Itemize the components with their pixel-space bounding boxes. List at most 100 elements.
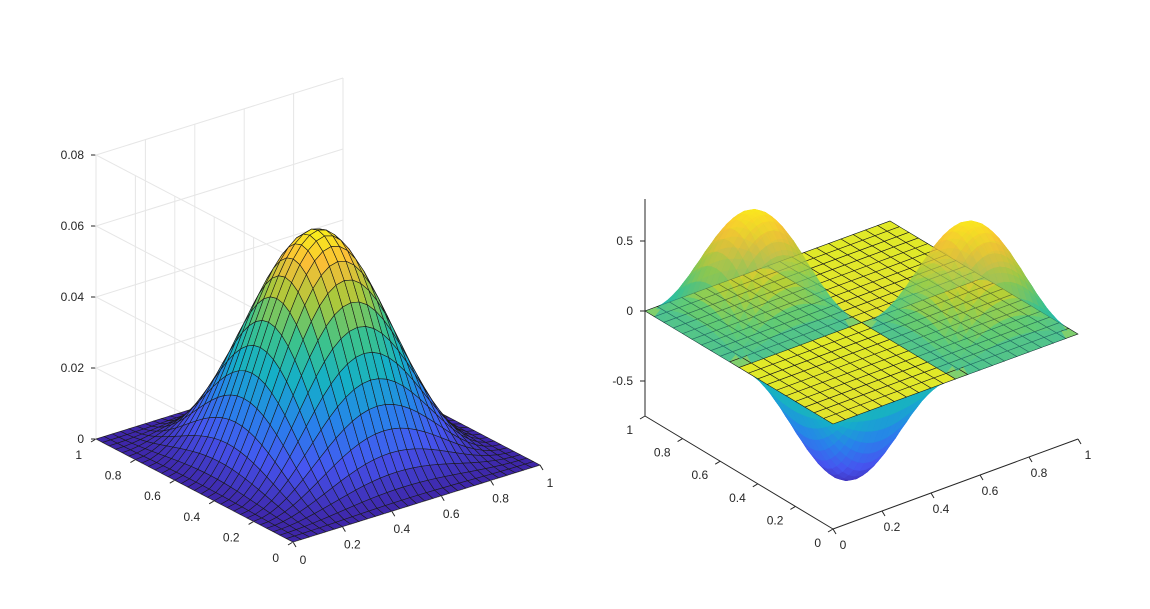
surface-patch: [881, 310, 893, 322]
surface-patch: [919, 317, 931, 339]
surface-patch: [818, 283, 830, 300]
surface-patch: [1008, 252, 1020, 269]
surface-patch: [741, 215, 752, 226]
surface-patch: [774, 222, 786, 236]
surface-patch: [743, 322, 755, 341]
surface-patch: [795, 323, 807, 345]
surface-patch: [967, 304, 979, 326]
surface-patch: [766, 317, 778, 338]
surface-patch: [700, 265, 712, 283]
surface-patch: [732, 321, 744, 340]
surface-patch: [974, 276, 986, 297]
surface-patch: [1042, 330, 1054, 346]
surface-patch: [663, 310, 675, 326]
x-tick-label: 0.6: [443, 507, 460, 521]
surface-patch: [802, 256, 814, 274]
z-tick-label: 0: [77, 432, 84, 446]
surface-patch: [925, 299, 937, 322]
surface-patch: [891, 308, 902, 324]
surface-patch: [712, 314, 724, 336]
surface-patch: [776, 220, 788, 233]
surface-patch: [805, 274, 817, 292]
surface-patch: [1040, 301, 1052, 316]
surface-patch: [1008, 298, 1020, 317]
surface-patch: [916, 294, 927, 314]
surface-patch: [738, 310, 750, 331]
surface-patch: [690, 281, 701, 299]
surface-patch: [813, 319, 825, 339]
surface-patch: [962, 291, 974, 313]
surface-patch: [780, 288, 791, 310]
surface-patch: [693, 256, 704, 273]
surface-patch: [943, 256, 955, 275]
z-tick-label: -0.5: [612, 374, 633, 388]
surface-patch: [900, 308, 912, 328]
y-axis-line: [644, 415, 834, 530]
surface-patch: [986, 227, 998, 239]
surface-patch: [757, 214, 769, 223]
surface-patch: [960, 243, 972, 261]
surface-patch: [929, 250, 941, 264]
surface-patch: [711, 251, 723, 269]
y-tick-mark: [827, 528, 834, 533]
surface-patch: [963, 223, 975, 231]
surface-patch: [923, 263, 935, 278]
surface-patch: [1002, 298, 1014, 319]
surface-patch: [933, 265, 944, 284]
surface-patch: [999, 266, 1011, 283]
surface-patch: [761, 231, 773, 247]
surface-patch: [1013, 261, 1024, 279]
surface-patch: [942, 274, 954, 296]
surface-patch: [892, 296, 904, 311]
surface-patch: [1033, 303, 1045, 319]
surface-patch: [685, 281, 697, 298]
surface-patch: [784, 306, 796, 329]
surface-patch: [761, 300, 773, 323]
surface-patch: [654, 309, 666, 320]
surface-patch: [996, 300, 1008, 322]
y-tick-label: 0.8: [654, 446, 671, 460]
y-tick-label: 0: [814, 536, 821, 550]
surface-patch: [716, 253, 728, 273]
y-tick-mark: [287, 541, 294, 546]
surface-patch: [716, 319, 728, 340]
surface-patch: [758, 264, 770, 286]
surface-patch: [747, 211, 758, 220]
surface-patch: [1017, 273, 1029, 291]
surface-patch: [741, 340, 753, 356]
surface-patch: [747, 333, 759, 351]
surface-patch: [718, 298, 730, 320]
surface-patch: [976, 333, 988, 354]
surface: [95, 228, 541, 543]
y-tick-label: 0.4: [729, 491, 746, 505]
surface-patch: [872, 313, 884, 321]
surface-patch: [756, 285, 768, 307]
x-tick-mark: [292, 541, 297, 548]
surface-patch: [813, 273, 825, 290]
surface-patch: [915, 257, 927, 273]
surface-patch: [795, 257, 806, 275]
surface-patch: [807, 320, 819, 341]
surface-patch: [772, 312, 784, 335]
surface-patch: [958, 351, 970, 367]
x-tick-mark: [341, 526, 346, 532]
surface-patch: [1024, 332, 1036, 352]
surface-patch: [970, 339, 982, 358]
surface-patch: [666, 291, 678, 303]
surface-patch: [1025, 315, 1037, 333]
surface-patch: [989, 242, 1001, 255]
surface-patch: [719, 228, 731, 240]
surface-patch: [981, 349, 993, 368]
surface-patch: [753, 251, 765, 272]
surface-patch: [976, 257, 988, 277]
surface-patch: [775, 271, 787, 292]
surface-patch: [787, 232, 798, 248]
surface-patch: [709, 231, 721, 246]
surface-patch: [924, 321, 935, 343]
surface-patch: [908, 332, 920, 354]
surface-patch: [980, 226, 992, 235]
surface-patch: [897, 294, 909, 310]
surface-patch: [696, 323, 708, 345]
surface-patch: [931, 240, 942, 254]
surface-patch: [935, 239, 947, 251]
